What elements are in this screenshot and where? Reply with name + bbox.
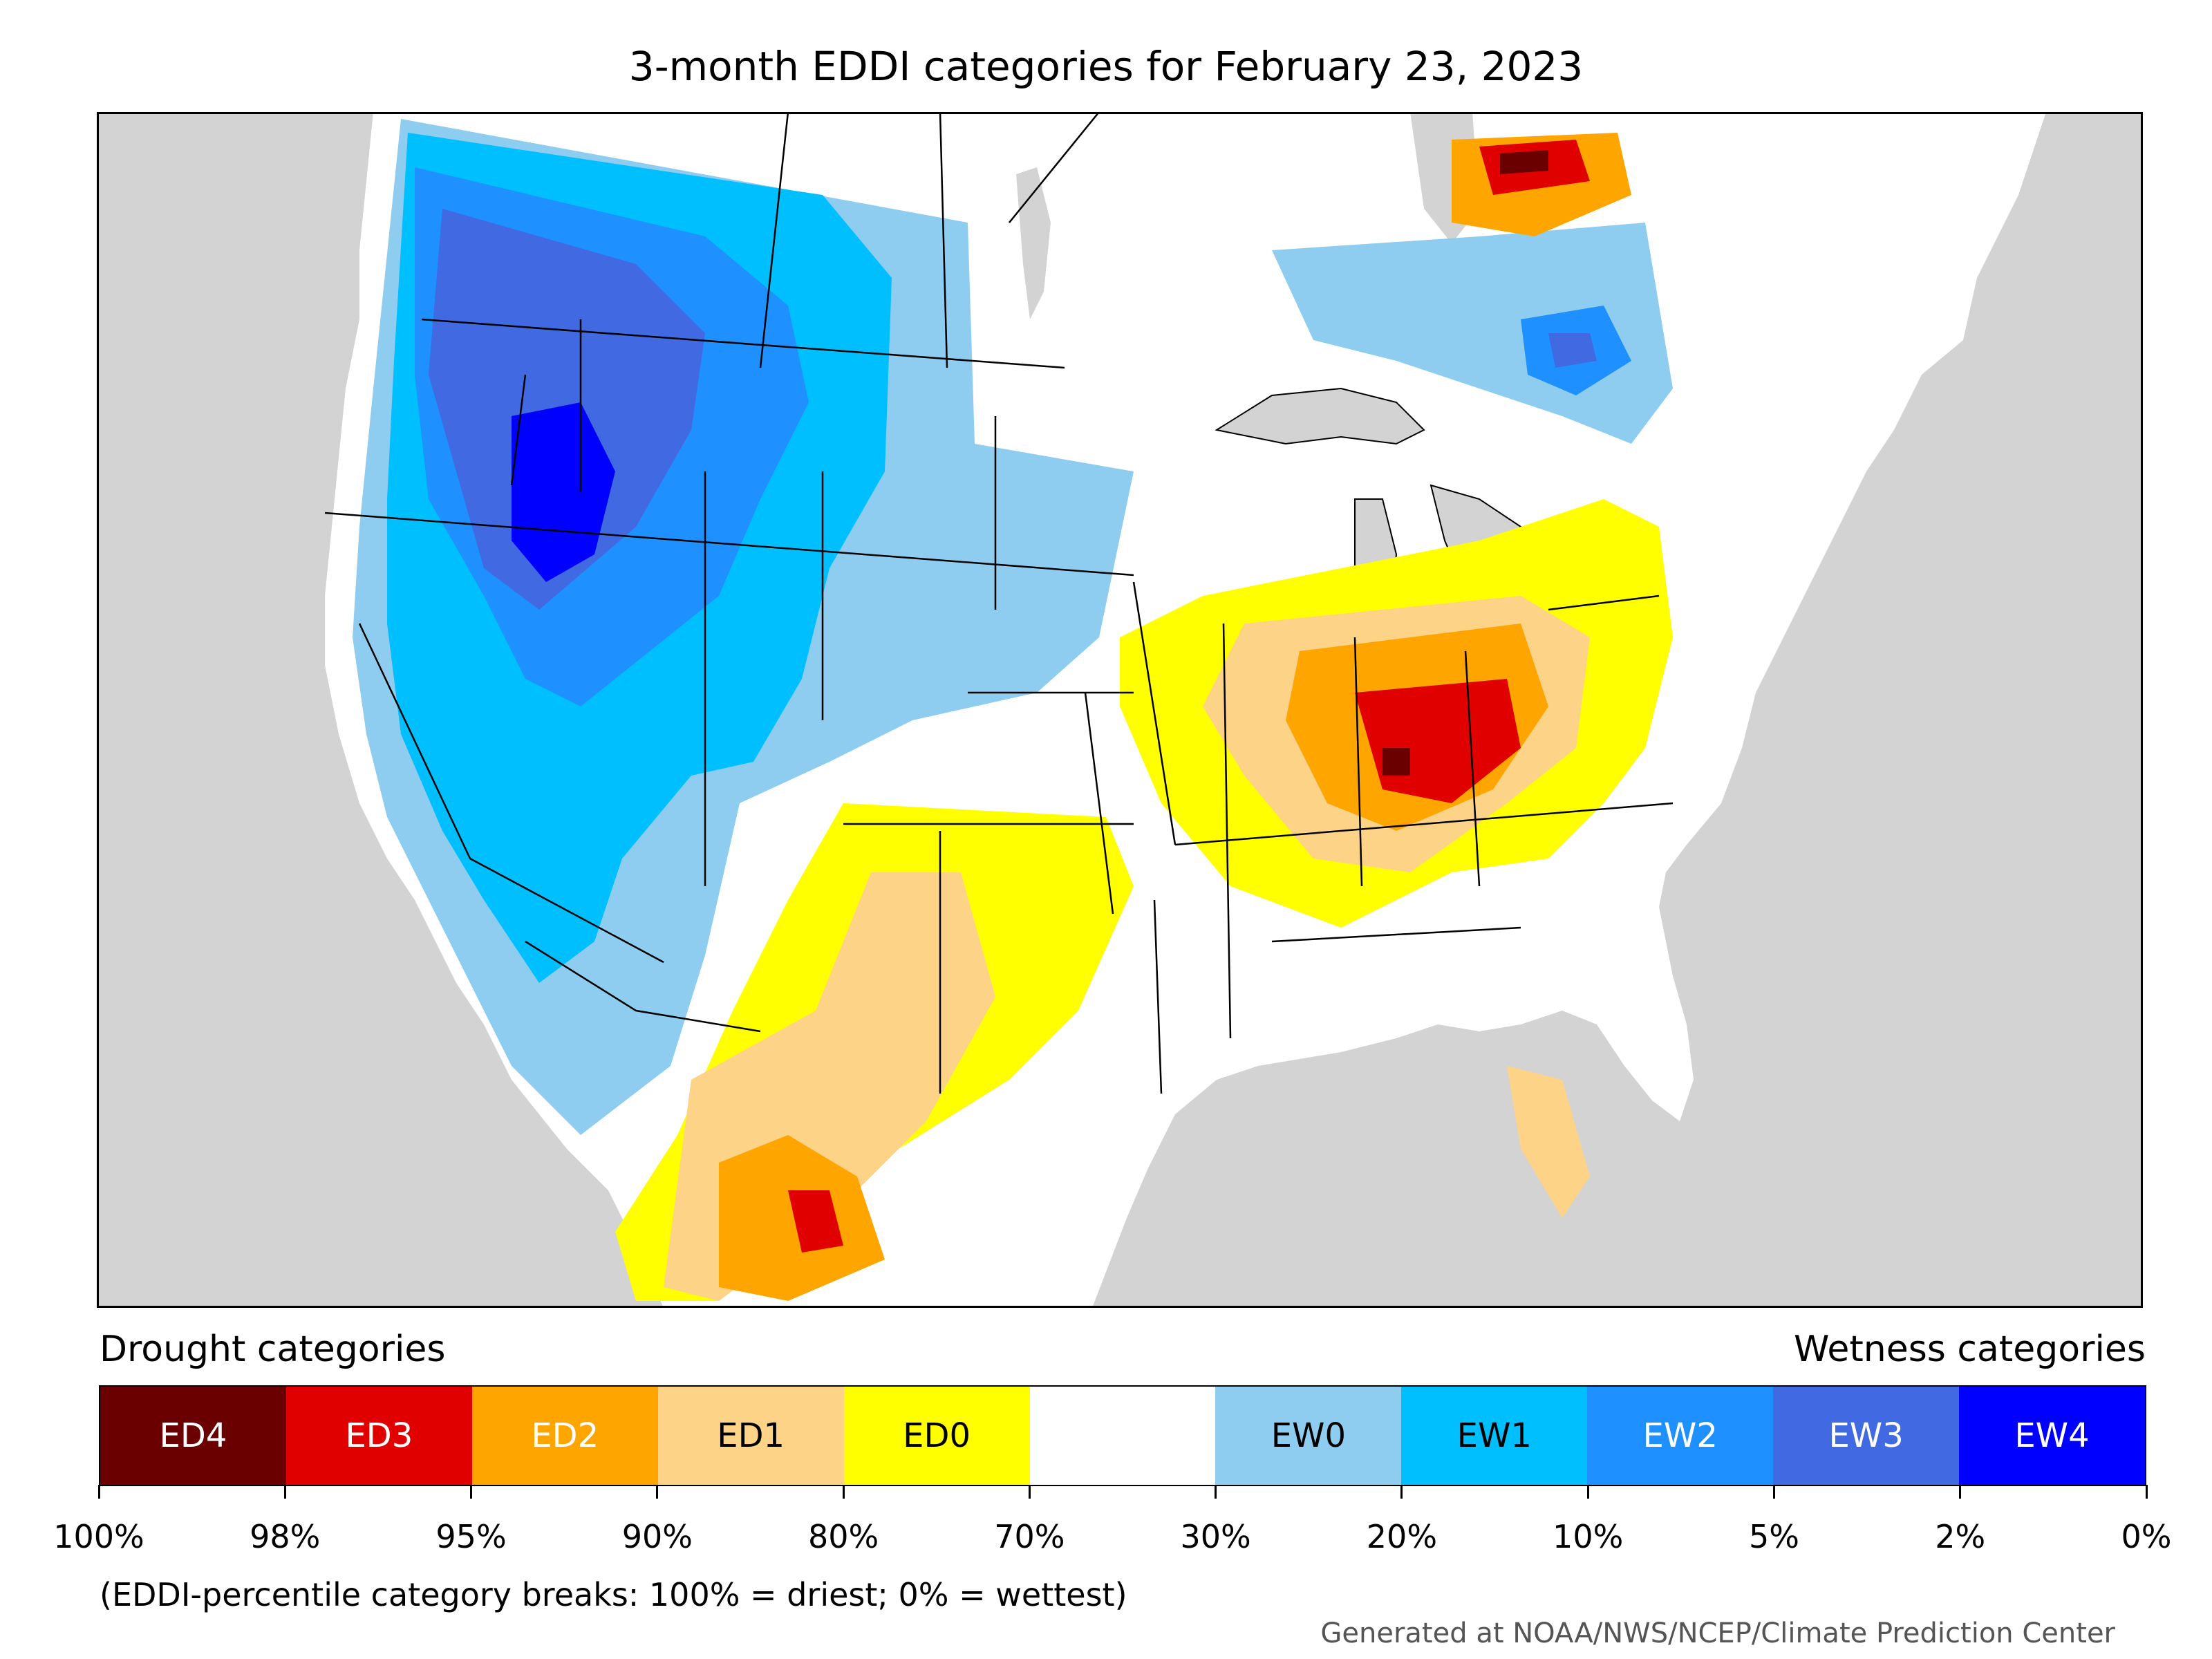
legend-tick-label: 0% bbox=[2121, 1518, 2172, 1555]
legend-swatch-ew4: EW4 bbox=[1959, 1387, 2145, 1485]
legend-ticks bbox=[97, 1485, 2148, 1506]
legend-tick-label: 98% bbox=[250, 1518, 321, 1555]
credit-text: Generated at NOAA/NWS/NCEP/Climate Predi… bbox=[1320, 1618, 2115, 1649]
legend-tick bbox=[1772, 1485, 1775, 1499]
drought-region-ed3-south bbox=[788, 1190, 843, 1253]
legend-swatch-ed3: ED3 bbox=[285, 1387, 472, 1485]
map-title: 3-month EDDI categories for February 23,… bbox=[628, 43, 1584, 90]
map-frame bbox=[97, 112, 2143, 1308]
eddi-map bbox=[97, 112, 2143, 1308]
legend-swatch-ed4: ED4 bbox=[100, 1387, 286, 1485]
legend-tick bbox=[283, 1485, 286, 1499]
wet-region-ew4 bbox=[512, 402, 615, 582]
legend-swatch-ew2: EW2 bbox=[1587, 1387, 1774, 1485]
drought-region-ed4-quebec bbox=[1500, 150, 1548, 174]
legend-swatch-ed0: ED0 bbox=[843, 1387, 1030, 1485]
legend-tick-label: 10% bbox=[1553, 1518, 1624, 1555]
legend-tick-label: 90% bbox=[621, 1518, 693, 1555]
legend-tick bbox=[1215, 1485, 1217, 1499]
legend-tick bbox=[656, 1485, 659, 1499]
legend-swatch-none bbox=[1029, 1387, 1216, 1485]
legend-tick-label: 70% bbox=[994, 1518, 1065, 1555]
legend-tick-label: 95% bbox=[435, 1518, 507, 1555]
legend-swatch-ed1: ED1 bbox=[657, 1387, 844, 1485]
legend-tick bbox=[842, 1485, 845, 1499]
legend-tick-label: 30% bbox=[1180, 1518, 1251, 1555]
drought-region-ed1-florida bbox=[1507, 1066, 1590, 1218]
drought-region-ed4 bbox=[1382, 748, 1410, 776]
legend-tick bbox=[1028, 1485, 1031, 1499]
legend-tick-label: 2% bbox=[1935, 1518, 1986, 1555]
legend-tick bbox=[97, 1485, 100, 1499]
legend-tick-label: 5% bbox=[1748, 1518, 1799, 1555]
legend-tick-labels: 100% 98% 95% 90% 80% 70% 30% 20% 10% 5% 2% 0% bbox=[53, 1518, 2171, 1559]
drought-categories-label: Drought categories bbox=[100, 1329, 446, 1370]
legend-tick bbox=[1400, 1485, 1403, 1499]
legend-tick bbox=[2145, 1485, 2148, 1499]
lake-winnipeg bbox=[1016, 167, 1051, 319]
legend-swatch-ew3: EW3 bbox=[1773, 1387, 1960, 1485]
legend-tick bbox=[470, 1485, 473, 1499]
wetness-categories-label: Wetness categories bbox=[1794, 1329, 2146, 1370]
wet-region-quebec-core bbox=[1548, 333, 1597, 368]
legend-tick bbox=[1586, 1485, 1589, 1499]
legend-tick-label: 20% bbox=[1366, 1518, 1438, 1555]
legend-swatch-ed2: ED2 bbox=[471, 1387, 658, 1485]
legend-footnote: (EDDI-percentile category breaks: 100% =… bbox=[100, 1576, 1127, 1613]
legend-colorbar: ED4 ED3 ED2 ED1 ED0 EW0 EW1 EW2 EW3 EW4 bbox=[99, 1385, 2146, 1486]
lake-superior bbox=[1215, 387, 1425, 445]
legend-tick bbox=[1959, 1485, 1962, 1499]
legend-swatch-ew0: EW0 bbox=[1215, 1387, 1402, 1485]
legend-tick-label: 80% bbox=[807, 1518, 879, 1555]
legend-swatch-ew1: EW1 bbox=[1401, 1387, 1588, 1485]
boundary-lines bbox=[324, 112, 1674, 1094]
legend-tick-label: 100% bbox=[53, 1518, 144, 1555]
